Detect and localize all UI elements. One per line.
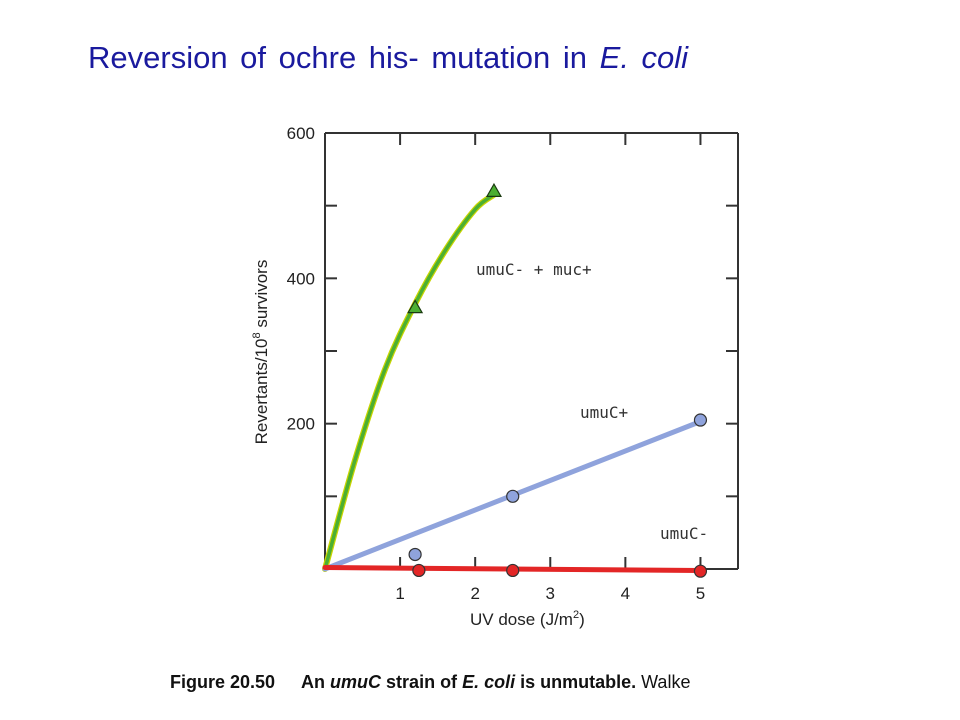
figure-caption: Figure 20.50 An umuC strain of E. coli is… (170, 672, 690, 693)
series-layer (322, 191, 703, 573)
y-tick-label-600: 600 (287, 124, 315, 143)
y-axis-title-prefix: Revertants/10 (252, 339, 271, 445)
caption-italic1: umuC (330, 672, 382, 692)
x-tick-label-3: 3 (546, 584, 555, 603)
x-tick-label-5: 5 (696, 584, 705, 603)
series-label-umuc-muc: umuC- + muc+ (476, 260, 592, 279)
y-tick-label-200: 200 (287, 415, 315, 434)
data-point-umuc-minus-1 (506, 563, 520, 578)
x-axis-title-sup: 2 (573, 609, 579, 621)
data-point-umuc-muc-0 (407, 299, 424, 314)
caption-part2: strain of (381, 672, 463, 692)
y-tick-label-400: 400 (287, 269, 315, 288)
x-tick-label-1: 1 (395, 584, 404, 603)
caption-italic2: E. coli (462, 672, 516, 692)
tick-labels: 1 2 3 4 5 200 400 600 (287, 124, 706, 603)
data-point-umuc-plus-2 (693, 413, 708, 427)
x-tick-label-2: 2 (470, 584, 479, 603)
x-axis-title-suffix: ) (579, 610, 585, 629)
series-line-umuc-muc (323, 193, 496, 571)
series-label-umuc-plus: umuC+ (580, 403, 628, 422)
caption-mask (738, 660, 960, 700)
y-axis-title-suffix: survivors (252, 260, 271, 333)
caption-text: An umuC strain of E. coli is unmutable. (301, 672, 636, 692)
title-italic: E. coli (599, 40, 689, 75)
caption-part1: An (301, 672, 331, 692)
slide-title: Reversion of ochre his- mutation in E. c… (88, 40, 688, 76)
data-point-umuc-plus-1 (506, 489, 520, 503)
plot-frame (324, 132, 739, 570)
caption-author: Walke (636, 672, 691, 692)
caption-part3: is unmutable. (515, 672, 637, 692)
y-axis-title-sup: 8 (251, 332, 263, 338)
data-point-umuc-minus-0 (412, 563, 426, 578)
y-axis-title: Revertants/108 survivors (251, 260, 271, 445)
axis-ticks (325, 132, 738, 569)
data-point-umuc-muc-1 (485, 182, 502, 197)
x-axis-title-prefix: UV dose (J/m (470, 610, 573, 629)
data-point-umuc-plus-0 (408, 547, 422, 562)
figure-number: Figure 20.50 (170, 672, 276, 692)
marker-layer (407, 182, 708, 578)
x-tick-label-4: 4 (621, 584, 630, 603)
data-point-umuc-minus-2 (693, 564, 708, 578)
x-axis-title: UV dose (J/m2) (470, 609, 585, 629)
title-prefix: Reversion of ochre his- mutation in (88, 40, 588, 75)
series-label-umuc-minus: umuC- (660, 524, 708, 543)
